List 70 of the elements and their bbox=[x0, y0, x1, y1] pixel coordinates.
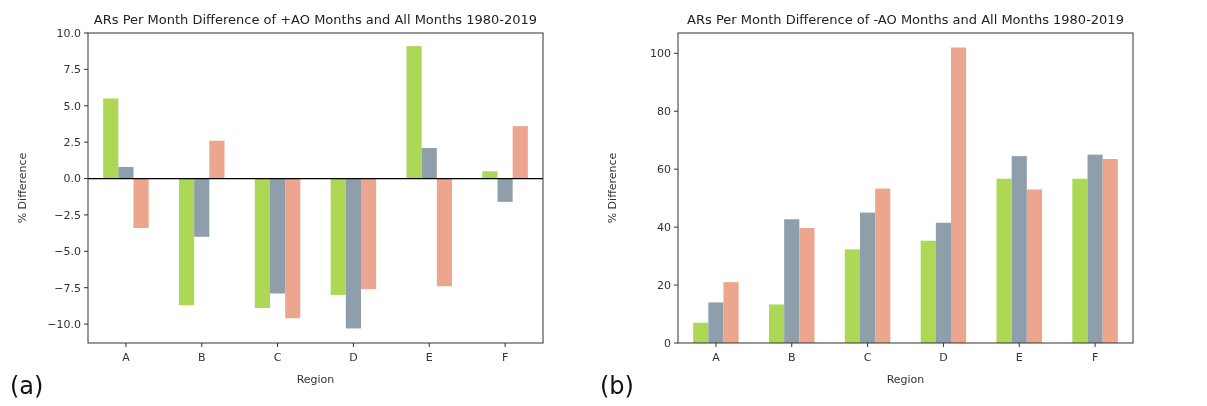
y-axis-title: % Difference bbox=[16, 152, 29, 224]
bar bbox=[844, 249, 860, 343]
bar bbox=[860, 212, 876, 343]
bar bbox=[784, 219, 800, 343]
x-tick-label: F bbox=[1091, 351, 1099, 364]
bar bbox=[285, 178, 301, 319]
y-tick-label: 5.0 bbox=[63, 99, 81, 113]
bar bbox=[103, 98, 119, 179]
bar bbox=[920, 240, 936, 343]
bar bbox=[436, 178, 452, 287]
y-tick-label: −10.0 bbox=[47, 317, 81, 331]
y-tick-label: 0 bbox=[664, 336, 671, 350]
bar bbox=[1102, 159, 1118, 343]
x-tick-label: D bbox=[349, 351, 358, 364]
x-tick-label: E bbox=[1015, 351, 1023, 364]
bar bbox=[935, 222, 951, 343]
bar bbox=[118, 166, 134, 179]
x-tick-label: C bbox=[863, 351, 872, 364]
text: (a) bbox=[10, 372, 44, 400]
y-tick-label: 2.5 bbox=[63, 136, 81, 149]
x-axis-title: Region bbox=[886, 373, 925, 386]
bar bbox=[345, 178, 361, 329]
x-tick-label: E bbox=[425, 351, 433, 364]
x-tick-label: A bbox=[122, 351, 131, 364]
bar bbox=[693, 322, 709, 343]
bar bbox=[769, 304, 785, 343]
x-axis-title: Region bbox=[296, 373, 335, 386]
bar bbox=[133, 178, 149, 229]
bar bbox=[1087, 154, 1103, 343]
bar bbox=[406, 46, 422, 179]
bar bbox=[799, 227, 815, 343]
y-tick-label: 40 bbox=[657, 220, 671, 234]
x-tick-label: B bbox=[197, 351, 206, 364]
bar bbox=[723, 282, 739, 343]
x-tick-label: D bbox=[939, 351, 948, 364]
bar bbox=[209, 140, 225, 179]
bar bbox=[421, 147, 437, 179]
y-axis-title: % Difference bbox=[606, 152, 619, 224]
bar bbox=[1026, 189, 1042, 343]
y-tick-label: 100 bbox=[650, 47, 671, 61]
x-tick-label: F bbox=[501, 351, 509, 364]
y-tick-label: 20 bbox=[657, 278, 671, 292]
bar bbox=[996, 178, 1012, 343]
bar bbox=[1072, 178, 1088, 343]
x-tick-label: A bbox=[712, 351, 721, 364]
y-tick-label: 60 bbox=[657, 163, 671, 177]
bar bbox=[270, 178, 286, 294]
chart-title: ARs Per Month Difference of -AO Months and All Months 1980-2019 bbox=[687, 12, 1124, 27]
y-tick-label: −7.5 bbox=[54, 281, 81, 295]
bar bbox=[708, 302, 724, 343]
bar bbox=[512, 126, 528, 179]
y-tick-label: 0.0 bbox=[63, 172, 81, 186]
chart-title: ARs Per Month Difference of +AO Months and All Months 1980-2019 bbox=[93, 12, 538, 27]
y-tick-label: −2.5 bbox=[54, 208, 81, 222]
bar bbox=[254, 178, 270, 309]
bar bbox=[951, 47, 967, 343]
bar bbox=[194, 178, 210, 237]
bar bbox=[361, 178, 377, 290]
x-tick-label: B bbox=[787, 351, 796, 364]
x-tick-label: C bbox=[273, 351, 282, 364]
y-tick-label: 7.5 bbox=[63, 63, 81, 77]
y-tick-label: −5.0 bbox=[54, 245, 81, 259]
bar bbox=[330, 178, 346, 295]
bar bbox=[179, 178, 195, 306]
y-tick-label: 80 bbox=[657, 105, 671, 119]
text: (b) bbox=[600, 372, 634, 400]
y-tick-label: 10.0 bbox=[56, 26, 81, 40]
bar bbox=[875, 188, 891, 343]
bar bbox=[497, 178, 513, 202]
bar bbox=[1011, 156, 1027, 343]
